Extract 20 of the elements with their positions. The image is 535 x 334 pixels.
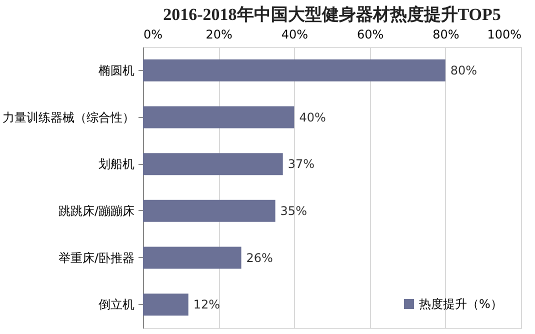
data-label: 26% bbox=[246, 250, 273, 265]
y-tick-label: 倒立机 bbox=[98, 298, 134, 312]
x-tick-label: 80% bbox=[432, 28, 460, 42]
data-label: 40% bbox=[299, 110, 326, 124]
x-tick-label: 20% bbox=[206, 28, 232, 42]
y-tick-label: 跳跳床/蹦蹦床 bbox=[58, 204, 134, 218]
data-label: 35% bbox=[280, 204, 307, 218]
x-tick-label: 100% bbox=[487, 28, 522, 42]
data-label: 80% bbox=[450, 63, 478, 78]
y-tick-label: 椭圆机 bbox=[98, 63, 134, 78]
data-label: 37% bbox=[288, 157, 315, 172]
x-tick-label: 60% bbox=[356, 28, 384, 42]
chart-title: 2016-2018年中国大型健身器材热度提升TOP5 bbox=[163, 5, 501, 24]
x-tick-label: 0% bbox=[144, 28, 163, 42]
y-tick-label: 力量训练器械（综合性） bbox=[2, 110, 134, 124]
y-tick-label: 举重床/卧推器 bbox=[58, 250, 134, 265]
x-tick-label: 40% bbox=[281, 28, 308, 42]
data-label: 12% bbox=[193, 298, 220, 312]
y-tick-label: 划船机 bbox=[98, 157, 134, 172]
legend-label: 热度提升（%） bbox=[419, 297, 502, 311]
